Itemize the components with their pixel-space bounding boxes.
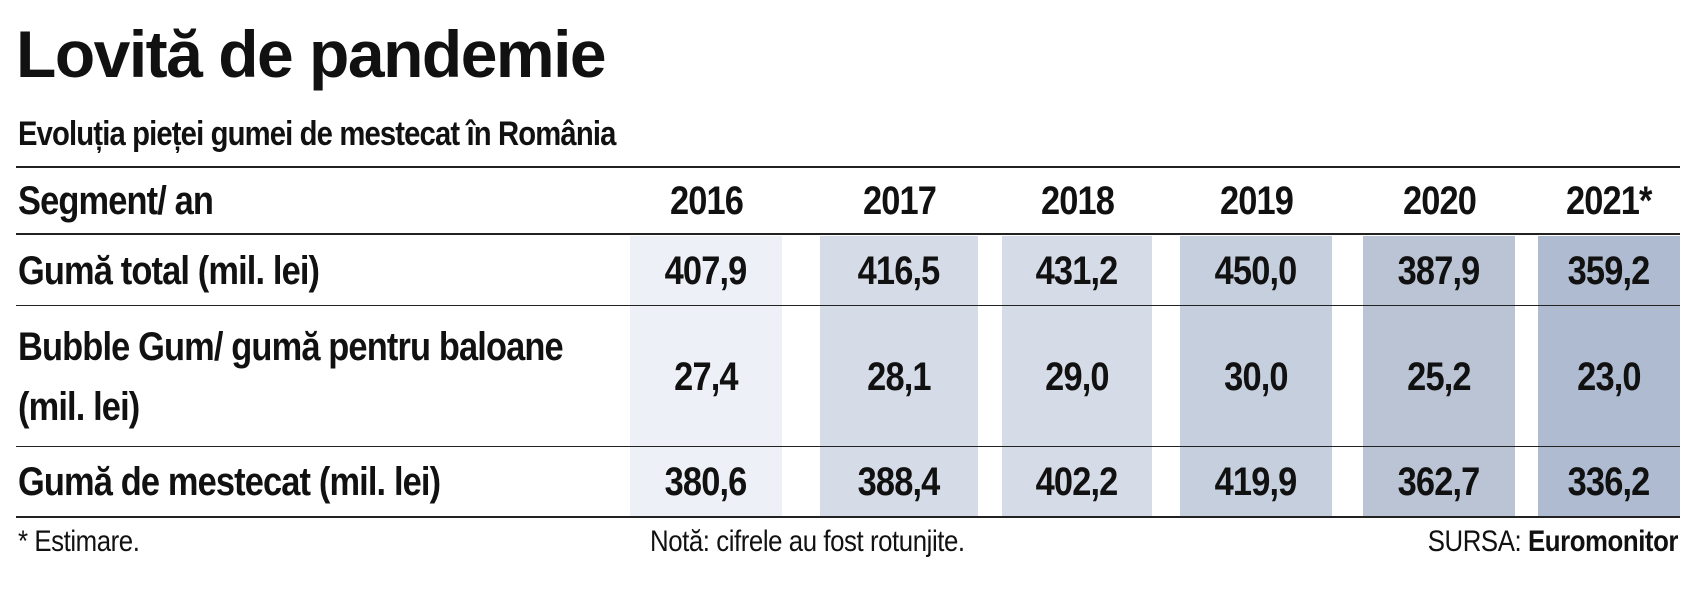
table-cell: 362,7 [1363, 448, 1515, 516]
column-header-text: 2018 [1040, 178, 1114, 223]
table-cell: 29,0 [1002, 308, 1152, 446]
table-cell-value: 23,0 [1577, 354, 1641, 399]
row-label-3: Gumă de mestecat (mil. lei) [18, 460, 441, 504]
table-cell-value: 28,1 [867, 354, 931, 399]
table-cell: 28,1 [820, 308, 978, 446]
table-cell: 416,5 [820, 236, 978, 306]
column-shade-2016 [630, 236, 782, 517]
column-shade-2019 [1180, 236, 1332, 517]
table-rule [16, 166, 1680, 168]
table-cell: 450,0 [1180, 236, 1332, 306]
table-cell-value: 388,4 [858, 459, 941, 504]
table-rule [16, 446, 1680, 447]
column-shade-2018 [1002, 236, 1152, 517]
column-header-2018: 2018 [1002, 168, 1152, 234]
table-cell: 388,4 [820, 448, 978, 516]
table-rule [16, 233, 1680, 235]
column-header-2021: 2021* [1538, 168, 1680, 234]
footnote-estimate-text: * Estimare. [18, 525, 140, 558]
table-cell: 25,2 [1363, 308, 1515, 446]
column-header-text: 2019 [1219, 178, 1293, 223]
table-cell: 30,0 [1180, 308, 1332, 446]
source-credit: SURSA: Euromonitor [1387, 520, 1679, 564]
table-cell: 359,2 [1538, 236, 1680, 306]
column-header-text: 2020 [1402, 178, 1476, 223]
table-cell-value: 25,2 [1407, 354, 1471, 399]
table-cell: 23,0 [1538, 308, 1680, 446]
footnote-rounding-text: Notă: cifrele au fost rotunjite. [650, 525, 965, 558]
table-cell: 407,9 [630, 236, 782, 306]
table-cell: 27,4 [630, 308, 782, 446]
page-title: Lovită de pandemie [16, 17, 607, 91]
table-cell-value: 336,2 [1568, 459, 1651, 504]
column-shade-2020 [1363, 236, 1515, 517]
column-header-text: 2016 [669, 178, 743, 223]
table-cell-value: 380,6 [665, 459, 748, 504]
table-cell: 419,9 [1180, 448, 1332, 516]
column-shade-2021 [1538, 236, 1680, 517]
table-cell-value: 30,0 [1224, 354, 1288, 399]
row-label-1: Gumă total (mil. lei) [18, 249, 320, 293]
table-rule [16, 516, 1680, 518]
table-cell: 380,6 [630, 448, 782, 516]
source-prefix: SURSA: [1427, 525, 1522, 558]
table-cell-value: 416,5 [858, 248, 941, 293]
table-cell-value: 431,2 [1036, 248, 1119, 293]
column-header-text: 2017 [862, 178, 936, 223]
footnote-estimate: * Estimare. [18, 520, 159, 564]
table-cell-value: 450,0 [1215, 248, 1298, 293]
table-cell: 431,2 [1002, 236, 1152, 306]
column-header-2019: 2019 [1180, 168, 1332, 234]
column-header-text: 2021* [1566, 178, 1652, 223]
header-segment-label: Segment/ an [18, 179, 214, 223]
table-cell-value: 407,9 [665, 248, 748, 293]
table-cell-value: 362,7 [1398, 459, 1481, 504]
row-label-2: Bubble Gum/ gumă pentru baloane (mil. le… [18, 325, 564, 429]
column-header-2017: 2017 [820, 168, 978, 234]
footnote-rounding: Notă: cifrele au fost rotunjite. [650, 520, 1016, 564]
table-cell-value: 359,2 [1568, 248, 1651, 293]
table-cell: 402,2 [1002, 448, 1152, 516]
table-cell: 387,9 [1363, 236, 1515, 306]
column-shade-2017 [820, 236, 978, 517]
table-cell-value: 402,2 [1036, 459, 1119, 504]
column-header-2020: 2020 [1363, 168, 1515, 234]
source-name: Euromonitor [1527, 525, 1678, 558]
page-subtitle: Evoluția pieței gumei de mestecat în Rom… [18, 115, 616, 153]
table-cell-value: 387,9 [1398, 248, 1481, 293]
table-cell-value: 419,9 [1215, 459, 1298, 504]
table-cell: 336,2 [1538, 448, 1680, 516]
table-cell-value: 29,0 [1045, 354, 1109, 399]
column-header-2016: 2016 [630, 168, 782, 234]
table-cell-value: 27,4 [674, 354, 738, 399]
table-rule [16, 305, 1680, 306]
